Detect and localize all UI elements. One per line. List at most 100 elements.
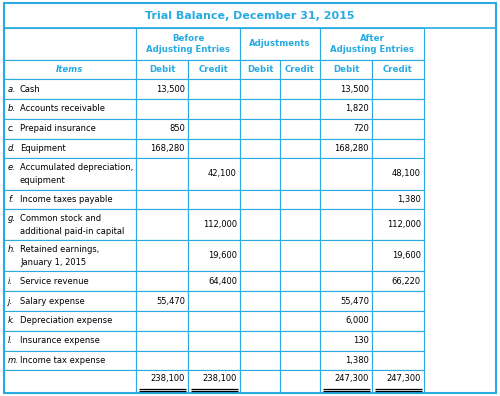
Bar bbox=[4, 209, 136, 240]
Text: Equipment: Equipment bbox=[20, 144, 66, 153]
Bar bbox=[320, 350, 372, 370]
Text: j.: j. bbox=[8, 297, 13, 306]
Text: 720: 720 bbox=[353, 124, 369, 133]
Text: Retained earnings,: Retained earnings, bbox=[20, 245, 100, 253]
Bar bbox=[240, 240, 280, 272]
Text: d.: d. bbox=[8, 144, 16, 153]
Text: b.: b. bbox=[8, 105, 16, 114]
Bar bbox=[136, 331, 188, 350]
Bar bbox=[280, 190, 320, 209]
Bar bbox=[4, 79, 136, 99]
Bar bbox=[372, 190, 424, 209]
Bar bbox=[372, 240, 424, 272]
Bar bbox=[280, 79, 320, 99]
Bar bbox=[4, 3, 496, 29]
Bar bbox=[188, 331, 240, 350]
Text: 168,280: 168,280 bbox=[334, 144, 369, 153]
Text: 13,500: 13,500 bbox=[340, 85, 369, 94]
Bar bbox=[372, 59, 424, 79]
Bar bbox=[372, 350, 424, 370]
Text: Common stock and: Common stock and bbox=[20, 213, 101, 223]
Text: Credit: Credit bbox=[383, 65, 413, 74]
Bar bbox=[320, 190, 372, 209]
Text: 168,280: 168,280 bbox=[150, 144, 185, 153]
Text: f.: f. bbox=[8, 195, 14, 204]
Bar bbox=[136, 99, 188, 119]
Bar bbox=[320, 272, 372, 291]
Text: 238,100: 238,100 bbox=[150, 375, 185, 383]
Bar bbox=[372, 331, 424, 350]
Bar bbox=[188, 139, 240, 158]
Text: 55,470: 55,470 bbox=[340, 297, 369, 306]
Bar bbox=[240, 370, 280, 393]
Text: l.: l. bbox=[8, 336, 13, 345]
Bar bbox=[320, 29, 424, 59]
Bar bbox=[188, 209, 240, 240]
Bar bbox=[240, 209, 280, 240]
Text: January 1, 2015: January 1, 2015 bbox=[20, 258, 86, 267]
Bar bbox=[372, 139, 424, 158]
Text: c.: c. bbox=[8, 124, 15, 133]
Bar bbox=[188, 190, 240, 209]
Text: 238,100: 238,100 bbox=[202, 375, 237, 383]
Bar bbox=[320, 158, 372, 190]
Bar bbox=[280, 99, 320, 119]
Bar bbox=[136, 139, 188, 158]
Bar bbox=[188, 272, 240, 291]
Text: 247,300: 247,300 bbox=[386, 375, 421, 383]
Text: m.: m. bbox=[8, 356, 19, 365]
Text: h.: h. bbox=[8, 245, 16, 253]
Bar bbox=[320, 291, 372, 311]
Bar bbox=[372, 79, 424, 99]
Bar bbox=[240, 158, 280, 190]
Bar bbox=[4, 139, 136, 158]
Bar bbox=[240, 59, 280, 79]
Text: Insurance expense: Insurance expense bbox=[20, 336, 100, 345]
Text: Trial Balance, December 31, 2015: Trial Balance, December 31, 2015 bbox=[145, 11, 355, 21]
Bar bbox=[136, 350, 188, 370]
Text: Debit: Debit bbox=[149, 65, 176, 74]
Bar bbox=[4, 119, 136, 139]
Text: 42,100: 42,100 bbox=[208, 169, 237, 179]
Bar bbox=[188, 291, 240, 311]
Text: k.: k. bbox=[8, 316, 16, 326]
Bar bbox=[280, 59, 320, 79]
Text: Accounts receivable: Accounts receivable bbox=[20, 105, 105, 114]
Bar bbox=[4, 272, 136, 291]
Bar bbox=[320, 331, 372, 350]
Bar bbox=[320, 99, 372, 119]
Bar bbox=[136, 59, 188, 79]
Bar bbox=[372, 119, 424, 139]
Bar bbox=[4, 59, 136, 79]
Bar bbox=[240, 190, 280, 209]
Text: Income tax expense: Income tax expense bbox=[20, 356, 105, 365]
Text: 66,220: 66,220 bbox=[392, 277, 421, 286]
Text: Adjustments: Adjustments bbox=[249, 40, 311, 48]
Bar bbox=[240, 350, 280, 370]
Bar bbox=[280, 119, 320, 139]
Bar bbox=[372, 291, 424, 311]
Bar bbox=[136, 209, 188, 240]
Text: 112,000: 112,000 bbox=[387, 220, 421, 229]
Bar bbox=[320, 240, 372, 272]
Bar bbox=[372, 370, 424, 393]
Text: Prepaid insurance: Prepaid insurance bbox=[20, 124, 96, 133]
Bar bbox=[240, 331, 280, 350]
Bar bbox=[372, 99, 424, 119]
Bar bbox=[372, 272, 424, 291]
Bar bbox=[4, 370, 136, 393]
Bar bbox=[280, 370, 320, 393]
Bar bbox=[280, 158, 320, 190]
Text: Salary expense: Salary expense bbox=[20, 297, 85, 306]
Bar bbox=[188, 79, 240, 99]
Bar bbox=[4, 291, 136, 311]
Bar bbox=[280, 311, 320, 331]
Bar bbox=[240, 119, 280, 139]
Bar bbox=[4, 350, 136, 370]
Bar bbox=[280, 139, 320, 158]
Bar bbox=[188, 370, 240, 393]
Text: 1,380: 1,380 bbox=[345, 356, 369, 365]
Bar bbox=[136, 311, 188, 331]
Bar bbox=[4, 158, 136, 190]
Bar bbox=[136, 29, 240, 59]
